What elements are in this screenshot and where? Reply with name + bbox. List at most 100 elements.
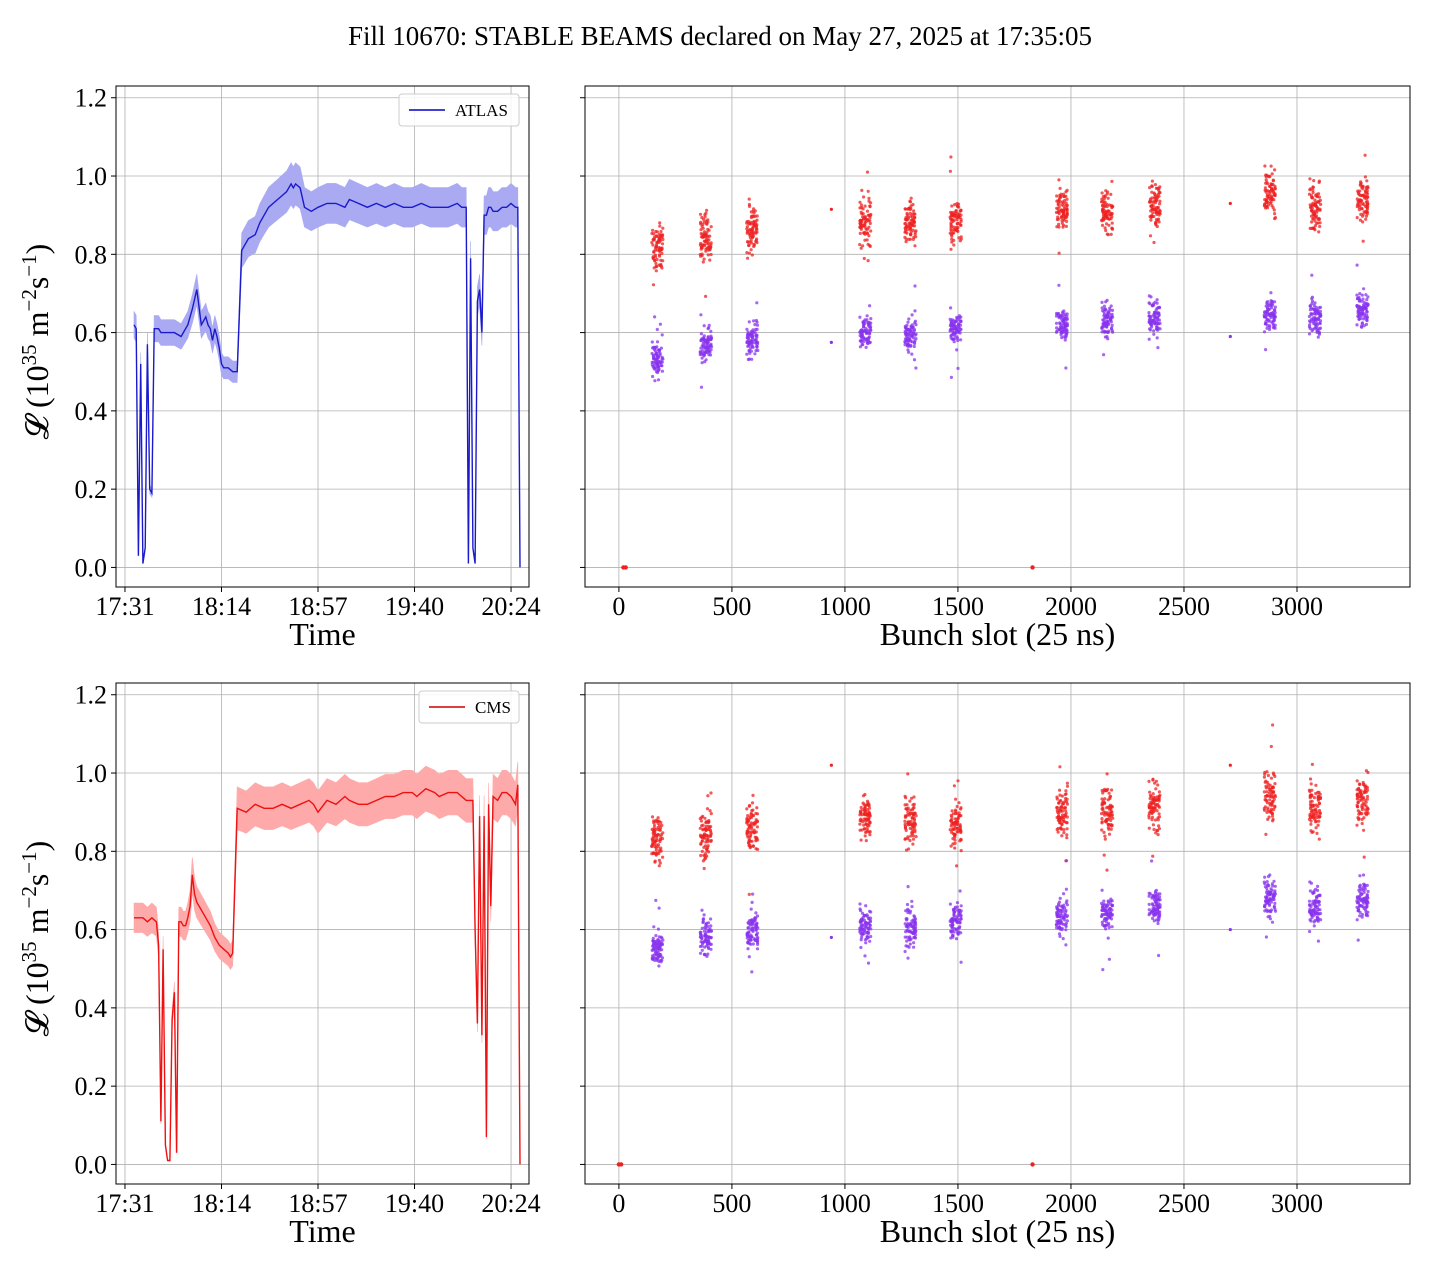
point-series1-train0 xyxy=(651,942,656,946)
point-series0-train10 xyxy=(1309,208,1314,212)
point-series0-train3 xyxy=(864,839,868,843)
point-series1-train3 xyxy=(867,931,871,936)
point-series1-train11 xyxy=(1365,309,1369,313)
point-series0-train4 xyxy=(909,214,913,218)
point-series0-train7 xyxy=(1103,797,1107,801)
point-series0-train11 xyxy=(1361,780,1365,785)
point-series0-train4 xyxy=(908,199,912,203)
point-series0-train8 xyxy=(1148,793,1152,798)
point-series0-train3 xyxy=(860,188,864,192)
point-series1-train6 xyxy=(1058,327,1062,331)
point-series1-train2 xyxy=(750,343,754,348)
point-series0-train8 xyxy=(1155,197,1159,202)
point-series0-train6 xyxy=(1058,186,1062,190)
point-series0-train11 xyxy=(1366,770,1370,775)
point-series0-train9 xyxy=(1271,819,1275,823)
point-series1-train10 xyxy=(1312,924,1316,928)
point-series0-train1 xyxy=(698,212,703,216)
point-series1-train11 xyxy=(1355,895,1359,899)
y-tick-label: 0.6 xyxy=(75,319,108,348)
point-series1-train10 xyxy=(1312,913,1316,918)
point-series1-train1 xyxy=(709,924,713,928)
point-series1-train7 xyxy=(1107,957,1111,961)
point-series0-train3 xyxy=(865,170,870,174)
point-series1-train11 xyxy=(1357,317,1361,321)
point-series1-train5 xyxy=(954,919,959,923)
point-series1-train2 xyxy=(751,892,755,896)
point-series1-train7 xyxy=(1101,309,1105,313)
point-series0-train0 xyxy=(661,226,665,230)
point-series1-train11 xyxy=(1364,908,1368,912)
point-series0-train6 xyxy=(1065,836,1069,840)
point-series1-train3 xyxy=(864,327,868,331)
point-series1-train7 xyxy=(1109,913,1113,917)
point-series0-train7 xyxy=(1109,217,1113,221)
point-series1-train5 xyxy=(959,904,963,908)
point-series0-train6 xyxy=(1059,192,1063,196)
point-series0-train11 xyxy=(1361,184,1365,188)
point-series0-train8 xyxy=(1155,829,1160,833)
point-series0-train8 xyxy=(1158,793,1162,798)
point-series0-train2 xyxy=(745,225,750,229)
point-series1-train10 xyxy=(1310,297,1314,301)
point-series0-train6 xyxy=(1058,788,1062,792)
point-series0-train5 xyxy=(949,247,953,251)
point-series1-train4 xyxy=(909,343,913,347)
point-series1-train11 xyxy=(1364,322,1369,326)
point-series0-train0 xyxy=(658,861,662,865)
point-series1-train0 xyxy=(661,938,665,942)
point-series0-train0 xyxy=(658,224,662,228)
point-series0-train4 xyxy=(912,221,916,225)
point-series0-train7 xyxy=(1107,223,1111,227)
point-series1-train5 xyxy=(959,917,963,921)
point-series0-train8 xyxy=(1158,185,1162,189)
point-series1-train0 xyxy=(657,906,661,910)
point-series1-train0 xyxy=(659,346,664,350)
point-series1-train5 xyxy=(954,328,958,332)
point-series0-train2 xyxy=(750,809,754,813)
point-series1-train7 xyxy=(1106,320,1110,324)
point-series1-train9 xyxy=(1269,291,1273,295)
point-series0-train4 xyxy=(909,808,913,812)
point-series0-train2 xyxy=(754,830,758,834)
point-series1-train2 xyxy=(745,341,749,345)
point-series0-train3 xyxy=(863,834,867,838)
point-series0-train11 xyxy=(1358,782,1362,787)
point-series0-train6 xyxy=(1064,809,1068,813)
point-series1-train8 xyxy=(1151,916,1155,921)
point-series1-train10 xyxy=(1307,899,1312,903)
point-series1-train2 xyxy=(756,348,760,353)
point-series0-train0 xyxy=(660,242,665,246)
x-tick-label: 19:40 xyxy=(385,592,444,621)
point-series1-train10 xyxy=(1309,313,1313,317)
point-series0-train0 xyxy=(659,835,663,839)
point-series1-train10 xyxy=(1315,915,1319,919)
point-series0-train4 xyxy=(913,232,917,236)
point-isolated-5 xyxy=(1228,201,1232,206)
point-series0-train9 xyxy=(1273,168,1277,172)
point-series0-train10 xyxy=(1309,214,1314,218)
point-series0-train3 xyxy=(866,803,870,807)
point-series0-train11 xyxy=(1358,798,1362,802)
point-series1-train2 xyxy=(755,914,760,918)
point-series0-train0 xyxy=(653,860,657,864)
point-series1-train9 xyxy=(1266,915,1270,919)
point-series1-train5 xyxy=(958,889,962,893)
point-series0-train8 xyxy=(1148,200,1152,204)
axes-frame xyxy=(584,682,1411,1185)
point-series0-train7 xyxy=(1103,813,1107,817)
point-series0-train7 xyxy=(1100,820,1104,824)
point-series1-train5 xyxy=(956,338,960,343)
point-series0-train11 xyxy=(1360,808,1364,812)
y-label-superscript: 35 xyxy=(17,344,41,365)
point-series1-train4 xyxy=(910,899,914,904)
point-series1-train1 xyxy=(701,920,705,924)
point-series0-train5 xyxy=(954,225,958,229)
plot-area xyxy=(133,761,521,1165)
point-series1-train9 xyxy=(1265,302,1270,306)
point-series1-train10 xyxy=(1311,307,1316,311)
point-series0-train3 xyxy=(858,822,862,826)
point-series0-train8 xyxy=(1157,213,1161,217)
point-series0-train4 xyxy=(911,837,916,841)
point-series1-train4 xyxy=(908,936,912,940)
